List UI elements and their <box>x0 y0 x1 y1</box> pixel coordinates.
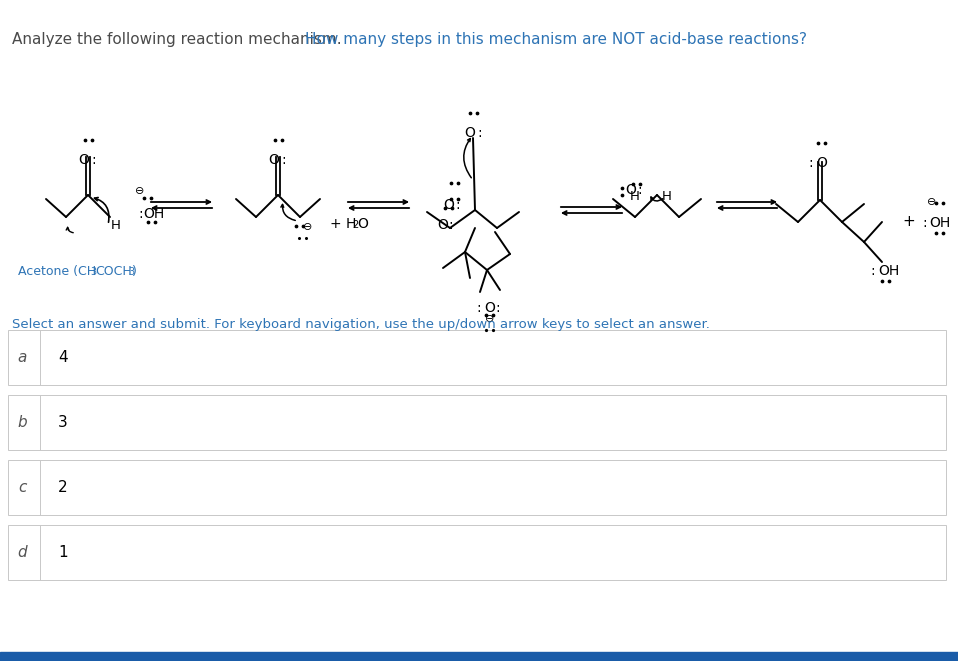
FancyBboxPatch shape <box>8 395 946 450</box>
Text: a: a <box>17 350 27 365</box>
Text: ⊖: ⊖ <box>304 222 312 232</box>
Text: :: : <box>138 207 143 221</box>
Text: OH: OH <box>929 216 950 230</box>
Text: Acetone (CH: Acetone (CH <box>18 265 96 278</box>
Text: O: O <box>625 183 636 197</box>
Text: 2: 2 <box>58 480 68 495</box>
Text: :: : <box>455 198 460 212</box>
Text: O: O <box>78 153 89 167</box>
Text: :: : <box>808 156 812 170</box>
Text: 3: 3 <box>58 415 68 430</box>
Text: :: : <box>870 264 875 278</box>
Text: ⊖: ⊖ <box>927 197 937 207</box>
Text: 4: 4 <box>58 350 68 365</box>
Text: OH: OH <box>143 207 164 221</box>
Text: ⊖: ⊖ <box>486 314 494 324</box>
Text: 3: 3 <box>128 267 134 277</box>
Text: d: d <box>17 545 27 560</box>
Text: + H: + H <box>330 217 356 231</box>
Text: 3: 3 <box>90 267 96 277</box>
Text: :: : <box>476 301 481 315</box>
Text: Select an answer and submit. For keyboard navigation, use the up/down arrow keys: Select an answer and submit. For keyboar… <box>12 318 710 331</box>
FancyBboxPatch shape <box>8 460 946 515</box>
Text: Analyze the following reaction mechanism.: Analyze the following reaction mechanism… <box>12 32 347 47</box>
Text: O: O <box>357 217 368 231</box>
Text: O: O <box>443 198 454 212</box>
Text: How many steps in this mechanism are NOT acid-base reactions?: How many steps in this mechanism are NOT… <box>305 32 807 47</box>
Text: O: O <box>437 218 448 232</box>
Text: :: : <box>637 183 642 197</box>
Text: :: : <box>922 216 926 230</box>
Text: H: H <box>662 190 672 203</box>
Text: O: O <box>816 156 827 170</box>
Text: 1: 1 <box>58 545 68 560</box>
Text: :: : <box>477 126 482 140</box>
Text: 2: 2 <box>352 220 358 230</box>
Bar <box>0 652 958 661</box>
Text: ⊖: ⊖ <box>135 186 145 196</box>
Text: c: c <box>18 480 26 495</box>
Text: H: H <box>630 190 640 203</box>
Text: +: + <box>902 214 915 229</box>
Text: :: : <box>91 153 96 167</box>
Text: O: O <box>268 153 279 167</box>
Text: :: : <box>448 218 452 232</box>
Text: O: O <box>484 301 495 315</box>
FancyBboxPatch shape <box>8 525 946 580</box>
Text: :: : <box>495 301 500 315</box>
Text: O: O <box>464 126 475 140</box>
Text: ): ) <box>132 265 137 278</box>
Text: COCH: COCH <box>95 265 132 278</box>
Text: OH: OH <box>878 264 900 278</box>
Text: :: : <box>281 153 285 167</box>
Text: H: H <box>111 219 121 232</box>
Text: b: b <box>17 415 27 430</box>
FancyBboxPatch shape <box>8 330 946 385</box>
